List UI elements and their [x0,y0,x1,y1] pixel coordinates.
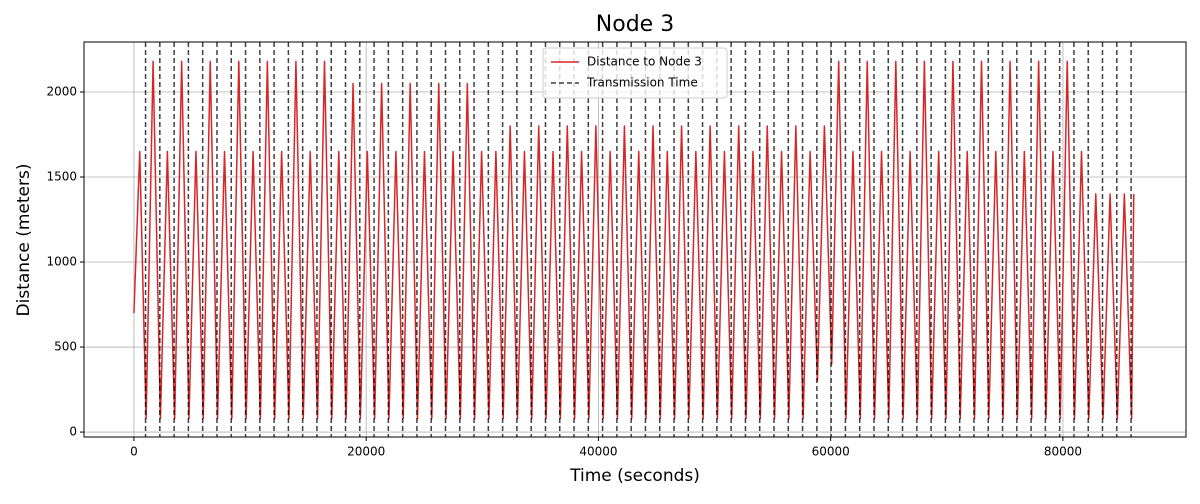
x-tick-label: 40000 [579,445,617,459]
x-tick-label: 0 [130,445,138,459]
y-tick-label: 500 [54,340,77,354]
y-tick-label: 1000 [46,255,77,269]
x-tick-label: 80000 [1044,445,1082,459]
y-axis-label: Distance (meters) [14,164,34,317]
chart-title: Node 3 [596,12,674,37]
legend-box [542,47,728,99]
x-axis-label: Time (seconds) [569,466,700,486]
x-tick-label: 20000 [347,445,385,459]
y-tick-label: 2000 [46,84,77,98]
y-tick-label: 1500 [46,170,77,184]
legend-label: Distance to Node 3 [587,55,702,69]
y-tick-label: 0 [69,425,77,439]
plot-frame [83,41,1187,438]
x-tick-label: 60000 [812,445,850,459]
data-line [133,60,1135,420]
legend-label: Transmission Time [586,76,698,90]
